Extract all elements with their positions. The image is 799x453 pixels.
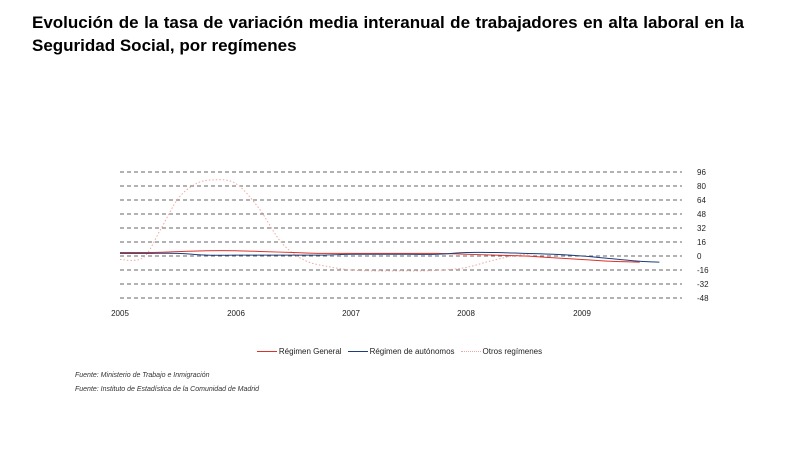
y-tick-label: -16 xyxy=(697,266,709,275)
legend-item-otros: Otros regímenes xyxy=(460,347,543,356)
legend-swatch-otros xyxy=(460,351,481,352)
y-tick-label: 0 xyxy=(697,252,702,261)
page-title: Evolución de la tasa de variación media … xyxy=(32,13,744,55)
y-tick-label: 64 xyxy=(697,196,706,205)
x-axis-tick-labels: 2005 2006 2007 2008 2009 xyxy=(111,309,591,318)
legend-label-general: Régimen General xyxy=(278,347,342,356)
x-tick-label: 2006 xyxy=(227,309,245,318)
y-axis-tick-labels: 96 80 64 48 32 16 0 -16 -32 -48 xyxy=(697,168,709,303)
legend-swatch-general xyxy=(256,351,277,352)
source-note-instituto: Fuente: Instituto de Estadística de la C… xyxy=(75,386,260,393)
x-tick-label: 2009 xyxy=(573,309,591,318)
legend-swatch-autonomos xyxy=(347,351,368,352)
legend-label-autonomos: Régimen de autónomos xyxy=(369,347,455,356)
series-line-otros-regimenes xyxy=(119,179,536,272)
y-tick-label: 16 xyxy=(697,238,706,247)
x-tick-label: 2008 xyxy=(457,309,475,318)
x-tick-label: 2005 xyxy=(111,309,129,318)
y-tick-label: 96 xyxy=(697,168,706,177)
gridlines xyxy=(120,171,682,299)
y-tick-label: 32 xyxy=(697,224,706,233)
legend: Régimen General Régimen de autónomos Otr… xyxy=(0,347,799,356)
y-tick-label: -32 xyxy=(697,280,709,289)
y-tick-label: 48 xyxy=(697,210,706,219)
legend-item-autonomos: Régimen de autónomos xyxy=(347,347,455,356)
legend-label-otros: Otros regímenes xyxy=(482,347,543,356)
series-lines xyxy=(119,179,660,272)
source-note-ministerio: Fuente: Ministerio de Trabajo e Inmigrac… xyxy=(75,372,210,379)
y-tick-label: -48 xyxy=(697,294,709,303)
x-tick-label: 2007 xyxy=(342,309,360,318)
series-line-regimen-autonomos xyxy=(119,251,660,263)
y-tick-label: 80 xyxy=(697,182,706,191)
series-line-regimen-general xyxy=(119,250,640,263)
legend-item-general: Régimen General xyxy=(256,347,342,356)
